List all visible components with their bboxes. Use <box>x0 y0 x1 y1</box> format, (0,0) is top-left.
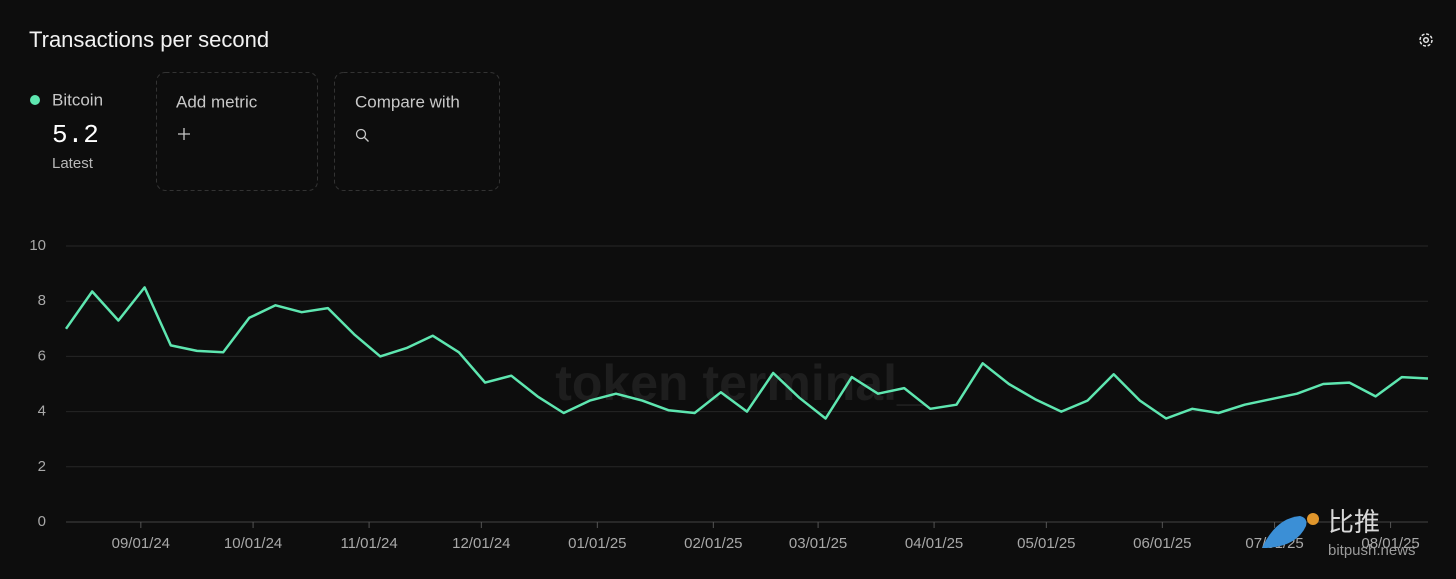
chart-title: Transactions per second <box>29 27 269 52</box>
site-text: bitpush.news <box>1328 542 1416 559</box>
x-tick-label: 12/01/24 <box>452 535 510 552</box>
watermark: token terminal_ <box>555 355 926 411</box>
brand-text: 比推 <box>1328 507 1380 537</box>
x-tick-label: 08/01/25 <box>1361 535 1419 552</box>
x-tick-label: 11/01/24 <box>340 535 397 552</box>
plus-icon[interactable] <box>178 128 190 140</box>
legend-dot <box>30 95 40 105</box>
x-tick-label: 02/01/25 <box>684 535 742 552</box>
y-tick-label: 10 <box>29 237 46 254</box>
add-metric-box[interactable] <box>156 72 318 191</box>
legend-name: Bitcoin <box>52 90 103 109</box>
data-line <box>64 286 1429 420</box>
add-metric-label[interactable]: Add metric <box>176 92 258 111</box>
x-tick-label: 01/01/25 <box>568 535 626 552</box>
bird-logo <box>1262 513 1319 548</box>
x-tick-label: 04/01/25 <box>905 535 963 552</box>
y-tick-label: 6 <box>38 347 46 364</box>
latest-value: 5.2 <box>52 120 99 150</box>
x-tick-label: 06/01/25 <box>1133 535 1191 552</box>
y-tick-label: 0 <box>38 513 46 530</box>
compare-label[interactable]: Compare with <box>355 92 460 111</box>
x-tick-label: 05/01/25 <box>1017 535 1075 552</box>
latest-label: Latest <box>52 155 94 172</box>
x-tick-label: 10/01/24 <box>224 535 282 552</box>
y-tick-label: 8 <box>38 292 46 309</box>
search-icon[interactable] <box>355 128 369 142</box>
settings-icon[interactable] <box>1419 33 1433 47</box>
y-tick-label: 2 <box>38 458 46 475</box>
y-tick-label: 4 <box>38 403 46 420</box>
x-tick-label: 09/01/24 <box>112 535 170 552</box>
x-tick-label: 03/01/25 <box>789 535 847 552</box>
compare-box[interactable] <box>334 72 500 191</box>
